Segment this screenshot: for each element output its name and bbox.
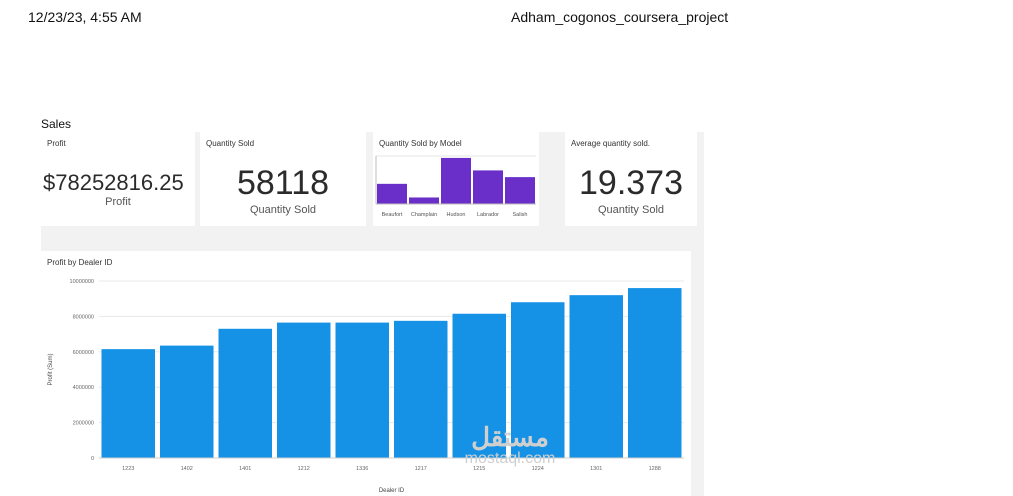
dealer-x-tick-label: 1402 bbox=[181, 466, 193, 472]
dealer-bar[interactable] bbox=[452, 313, 507, 458]
profit-subtitle: Profit bbox=[105, 196, 131, 208]
dealer-x-tick-label: 1301 bbox=[590, 466, 602, 472]
average-value: 19.373 bbox=[579, 164, 683, 202]
model-bar[interactable] bbox=[505, 177, 535, 204]
dealer-x-tick-label: 1217 bbox=[415, 466, 427, 472]
model-bar[interactable] bbox=[441, 157, 471, 204]
dealer-bar[interactable] bbox=[335, 322, 390, 458]
dealer-y-axis-label: Profit (Sum) bbox=[48, 353, 54, 385]
dealer-bar[interactable] bbox=[628, 288, 682, 458]
profit-kpi-card[interactable]: Profit $78252816.25 Profit bbox=[41, 132, 195, 226]
print-title: Adham_cogonos_coursera_project bbox=[511, 9, 729, 25]
dealer-x-tick-label: 1212 bbox=[298, 466, 310, 472]
dealer-x-tick-label: 1401 bbox=[239, 466, 251, 472]
dealer-bar-chart: 0 2000000 4000000 6000000 8000000 10000000 122… bbox=[48, 279, 684, 494]
dealer-x-tick-label: 1288 bbox=[649, 466, 661, 472]
dealer-x-tick-label: 1223 bbox=[122, 466, 134, 472]
average-quantity-kpi-card[interactable]: Average quantity sold. 19.373 Quantity S… bbox=[565, 132, 697, 226]
dealer-bar[interactable] bbox=[101, 349, 156, 458]
profit-value: $78252816.25 bbox=[43, 170, 184, 195]
dealer-y-tick-label: 10000000 bbox=[70, 279, 94, 285]
dealer-y-tick-label: 8000000 bbox=[73, 314, 94, 320]
dealer-bar[interactable] bbox=[569, 295, 624, 458]
model-tick-label: Hudson bbox=[447, 212, 466, 218]
section-title: Sales bbox=[41, 117, 72, 131]
model-tick-label: Champlain bbox=[411, 212, 437, 218]
dealer-bar[interactable] bbox=[511, 302, 565, 458]
model-bar[interactable] bbox=[409, 197, 439, 204]
dealer-x-tick-label: 1224 bbox=[532, 466, 544, 472]
average-subtitle: Quantity Sold bbox=[597, 204, 665, 216]
model-tick-label: Labrador bbox=[477, 212, 499, 218]
model-tick-label: Beaufort bbox=[382, 212, 403, 218]
profit-card-label: Profit bbox=[47, 139, 66, 148]
quantity-card-label: Quantity Sold bbox=[206, 139, 255, 148]
dealer-chart-title: Profit by Dealer ID bbox=[47, 258, 113, 267]
quantity-by-model-card[interactable]: Quantity Sold by Model Beaufort Champlain… bbox=[373, 132, 539, 226]
model-bar[interactable] bbox=[473, 170, 503, 204]
model-tick-label: Salish bbox=[513, 212, 528, 218]
dealer-bar[interactable] bbox=[277, 322, 331, 458]
dealer-x-axis-label: Dealer ID bbox=[379, 488, 405, 494]
quantity-sold-kpi-card[interactable]: Quantity Sold 58118 Quantity Sold bbox=[200, 132, 366, 226]
dealer-y-tick-label: 6000000 bbox=[73, 350, 94, 356]
average-card-label: Average quantity sold. bbox=[571, 139, 651, 148]
print-datetime: 12/23/23, 4:55 AM bbox=[28, 9, 142, 25]
dealer-x-tick-label: 1336 bbox=[356, 466, 368, 472]
dealer-bar[interactable] bbox=[394, 320, 448, 458]
dealer-x-tick-label: 1215 bbox=[473, 466, 485, 472]
model-bar[interactable] bbox=[377, 183, 407, 204]
dealer-y-tick-label: 4000000 bbox=[73, 385, 94, 391]
quantity-value: 58118 bbox=[236, 164, 330, 202]
quantity-subtitle: Quantity Sold bbox=[249, 204, 317, 216]
model-chart-title: Quantity Sold by Model bbox=[379, 139, 462, 148]
dealer-y-tick-label: 0 bbox=[91, 456, 94, 462]
dealer-y-tick-label: 2000000 bbox=[73, 421, 94, 427]
profit-by-dealer-card[interactable]: Profit by Dealer ID 0 2000000 4000000 60000… bbox=[41, 251, 691, 496]
dealer-bar[interactable] bbox=[160, 345, 214, 458]
model-bar-chart: Beaufort Champlain Hudson Labrador Salish bbox=[375, 155, 536, 218]
dealer-bar[interactable] bbox=[218, 328, 273, 458]
